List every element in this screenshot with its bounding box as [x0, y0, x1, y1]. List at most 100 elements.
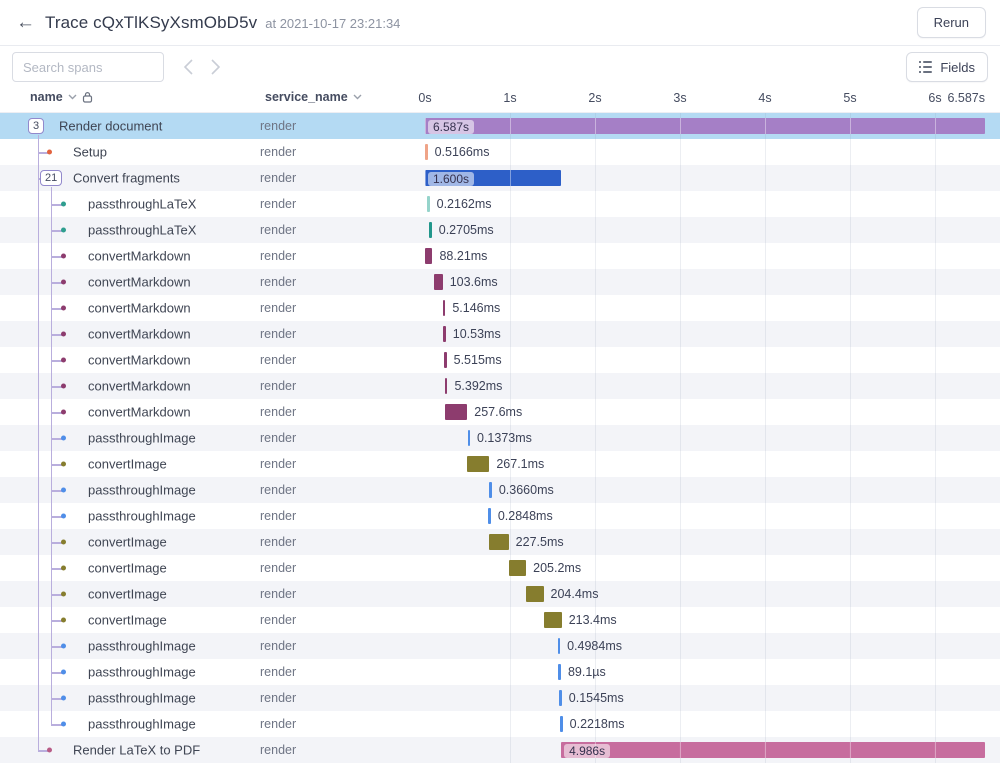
span-dot-icon [61, 227, 66, 233]
trace-row[interactable]: passthroughImage render 0.2218ms [0, 711, 1000, 737]
timeline-cell: 0.2705ms [425, 217, 1000, 243]
duration-label: 257.6ms [474, 405, 523, 419]
next-match-button[interactable] [209, 57, 222, 77]
span-bar[interactable] [442, 300, 446, 316]
trace-row[interactable]: passthroughImage render 0.4984ms [0, 633, 1000, 659]
timeline-cell: 89.1µs [425, 659, 1000, 685]
service-name: render [260, 483, 297, 497]
trace-row[interactable]: passthroughImage render 89.1µs [0, 659, 1000, 685]
span-bar[interactable] [425, 144, 428, 160]
trace-row[interactable]: passthroughImage render 0.1545ms [0, 685, 1000, 711]
span-bar[interactable]: 1.600s [425, 170, 561, 186]
span-name: convertImage [88, 612, 167, 628]
trace-row[interactable]: passthroughImage render 0.1373ms [0, 425, 1000, 451]
span-dot-icon [61, 409, 66, 415]
span-name: convertImage [88, 586, 167, 602]
span-bar[interactable] [444, 352, 447, 368]
span-bar[interactable] [488, 508, 491, 524]
span-bar[interactable] [489, 482, 492, 498]
span-count-badge[interactable]: 21 [40, 170, 63, 186]
timeline-cell: 5.392ms [425, 373, 1000, 399]
span-bar[interactable] [559, 690, 562, 706]
duration-label: 0.2848ms [497, 509, 553, 523]
span-bar[interactable]: 6.587s [425, 118, 985, 134]
trace-row[interactable]: passthroughImage render 0.3660ms [0, 477, 1000, 503]
span-name: convertMarkdown [88, 274, 191, 290]
span-name: convertImage [88, 456, 167, 472]
span-name: convertImage [88, 560, 167, 576]
back-arrow-icon[interactable]: ← [16, 12, 35, 33]
span-name-cell: passthroughImage [0, 633, 260, 659]
trace-row[interactable]: Setup render 0.5166ms [0, 139, 1000, 165]
span-bar[interactable]: 4.986s [561, 742, 985, 758]
span-name: passthroughImage [88, 664, 196, 680]
trace-row[interactable]: convertMarkdown render 257.6ms [0, 399, 1000, 425]
span-bar[interactable] [560, 716, 563, 732]
duration-label: 213.4ms [568, 613, 617, 627]
service-name: render [260, 431, 297, 445]
span-bar[interactable] [466, 456, 490, 472]
trace-row[interactable]: convertMarkdown render 5.146ms [0, 295, 1000, 321]
span-name-cell: convertImage [0, 555, 260, 581]
span-bar[interactable] [557, 638, 561, 654]
trace-row[interactable]: passthroughLaTeX render 0.2162ms [0, 191, 1000, 217]
service-name: render [260, 587, 297, 601]
span-name: convertImage [88, 534, 167, 550]
timeline-cell: 0.2848ms [425, 503, 1000, 529]
span-count-badge[interactable]: 3 [28, 118, 45, 134]
span-dot-icon [61, 435, 66, 441]
prev-match-button[interactable] [182, 57, 195, 77]
duration-chip: 6.587s [428, 120, 475, 134]
trace-row[interactable]: convertImage render 205.2ms [0, 555, 1000, 581]
span-dot-icon [61, 253, 66, 259]
trace-row[interactable]: convertMarkdown render 103.6ms [0, 269, 1000, 295]
trace-row[interactable]: convertMarkdown render 88.21ms [0, 243, 1000, 269]
span-bar[interactable] [429, 222, 432, 238]
span-bar[interactable] [508, 560, 527, 576]
axis-tick-label: 5s [843, 91, 857, 105]
span-bar[interactable] [425, 248, 433, 264]
fields-button[interactable]: Fields [905, 52, 988, 82]
span-dot-icon [61, 617, 66, 623]
span-bar[interactable] [445, 404, 468, 420]
duration-label: 0.5166ms [434, 145, 490, 159]
fields-list-icon [918, 60, 933, 74]
trace-row[interactable]: convertImage render 227.5ms [0, 529, 1000, 555]
span-bar[interactable] [444, 378, 448, 394]
trace-row[interactable]: convertMarkdown render 5.515ms [0, 347, 1000, 373]
trace-row[interactable]: convertMarkdown render 5.392ms [0, 373, 1000, 399]
trace-row[interactable]: passthroughLaTeX render 0.2705ms [0, 217, 1000, 243]
lock-icon[interactable] [82, 91, 93, 103]
search-input[interactable] [12, 52, 164, 82]
trace-row[interactable]: Render LaTeX to PDF render 4.986s [0, 737, 1000, 763]
duration-label: 0.3660ms [498, 483, 554, 497]
sort-chevron-icon[interactable] [68, 94, 77, 100]
trace-row[interactable]: passthroughImage render 0.2848ms [0, 503, 1000, 529]
span-dot-icon [61, 669, 66, 675]
service-name: render [260, 509, 297, 523]
timeline-cell: 213.4ms [425, 607, 1000, 633]
span-dot-icon [61, 591, 66, 597]
trace-row[interactable]: 3 Render document render 6.587s [0, 113, 1000, 139]
timeline-cell: 0.2218ms [425, 711, 1000, 737]
trace-row[interactable]: convertImage render 213.4ms [0, 607, 1000, 633]
span-bar[interactable] [526, 586, 544, 602]
service-name: render [260, 405, 297, 419]
trace-row[interactable]: convertImage render 204.4ms [0, 581, 1000, 607]
span-name-cell: convertImage [0, 529, 260, 555]
span-bar[interactable] [443, 326, 446, 342]
span-dot-icon [61, 695, 66, 701]
span-bar[interactable] [558, 664, 561, 680]
rerun-button[interactable]: Rerun [916, 7, 986, 38]
span-bar[interactable] [489, 534, 509, 550]
trace-row[interactable]: convertMarkdown render 10.53ms [0, 321, 1000, 347]
span-bar[interactable] [543, 612, 562, 628]
sort-chevron-icon[interactable] [353, 94, 362, 100]
span-bar[interactable] [433, 274, 443, 290]
span-bar[interactable] [427, 196, 430, 212]
timeline-cell: 257.6ms [425, 399, 1000, 425]
trace-row[interactable]: 21 Convert fragments render 1.600s [0, 165, 1000, 191]
span-bar[interactable] [467, 430, 470, 446]
span-name-cell: passthroughLaTeX [0, 217, 260, 243]
trace-row[interactable]: convertImage render 267.1ms [0, 451, 1000, 477]
